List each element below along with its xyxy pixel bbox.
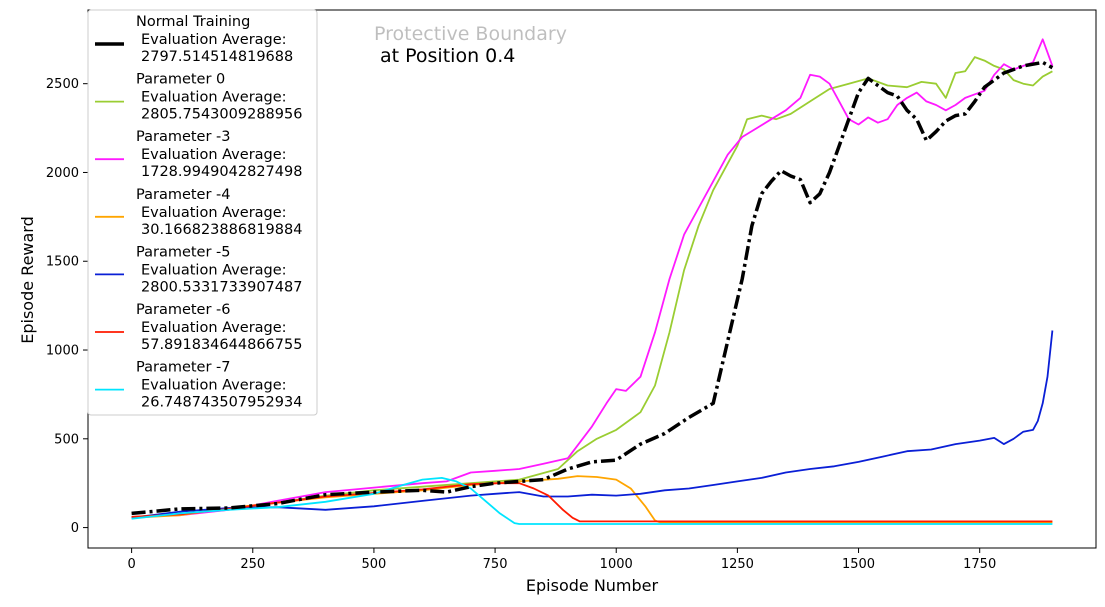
y-axis-label: Episode Reward [18,216,37,344]
legend-series-name: Parameter -5 [136,244,231,260]
y-tick-label: 0 [71,521,79,536]
legend-eval-value: 1728.9949042827498 [141,164,302,180]
legend-box [87,9,318,416]
x-axis-label: Episode Number [526,576,659,595]
legend-eval-label: Evaluation Average: [141,320,287,336]
legend-eval-value: 2800.5331733907487 [141,279,302,295]
legend-series-name: Parameter -4 [136,187,231,203]
x-tick-label: 500 [362,557,387,572]
legend-series-name: Parameter -6 [136,302,231,318]
x-tick-label: 750 [483,557,508,572]
x-tick-label: 1500 [842,557,875,572]
x-tick-label: 1250 [721,557,754,572]
chart-title-line1: Protective Boundary [374,23,567,45]
series-line-parameter--5 [131,330,1054,519]
series-line-parameter--3 [131,38,1054,518]
legend-series-name: Parameter -3 [136,129,231,145]
y-tick-label: 2500 [46,77,79,92]
legend-eval-label: Evaluation Average: [141,205,287,221]
y-tick-label: 1500 [46,255,79,270]
legend-eval-value: 2797.514514819688 [141,49,293,65]
legend-eval-value: 26.748743507952934 [141,395,302,411]
axis-ticks: 0 250 500 750 1000 1250 1500 1750 0 500 1000 1500 20… [46,77,996,572]
series-line-parameter-0 [131,56,1053,518]
series-line-normal-training [131,60,1054,516]
x-tick-label: 0 [127,557,135,572]
legend-eval-value: 2805.7543009288956 [141,107,302,123]
x-tick-label: 1750 [963,557,996,572]
chart-title-line2: at Position 0.4 [380,45,515,67]
legend-series-name: Parameter 0 [136,72,225,88]
x-tick-label: 250 [240,557,265,572]
y-tick-label: 1000 [46,344,79,359]
legend-eval-label: Evaluation Average: [141,378,287,394]
legend-eval-value: 57.891834644866755 [141,337,302,353]
y-tick-label: 2000 [46,166,79,181]
legend-series-name: Normal Training [136,14,250,30]
legend-eval-value: 30.166823886819884 [141,222,302,238]
legend-eval-label: Evaluation Average: [141,262,287,278]
legend-eval-label: Evaluation Average: [141,147,287,163]
series-layer [131,38,1054,525]
series-line-parameter--4 [131,475,1053,524]
y-tick-label: 500 [54,432,79,447]
legend-eval-label: Evaluation Average: [141,90,287,106]
x-tick-label: 1000 [600,557,633,572]
legend-series-name: Parameter -7 [136,360,231,376]
series-line-parameter--7 [131,477,1053,525]
legend-eval-label: Evaluation Average: [141,32,287,48]
